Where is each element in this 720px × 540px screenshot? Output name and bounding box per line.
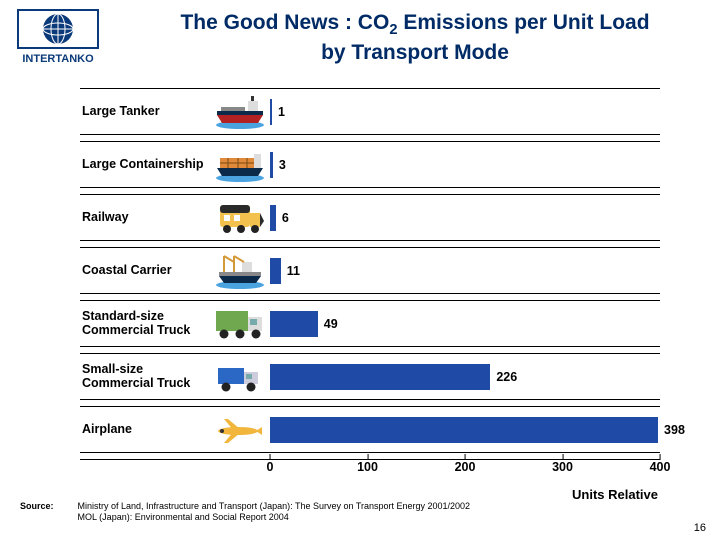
x-axis: 0100200300400 [80, 459, 660, 481]
axis-tick: 400 [650, 460, 671, 474]
bar-value: 6 [282, 211, 289, 225]
coastal-icon [210, 252, 270, 290]
bar [270, 152, 273, 178]
page-title: The Good News : CO2 Emissions per Unit L… [130, 10, 700, 66]
containership-icon [210, 146, 270, 184]
row-label: Coastal Carrier [80, 264, 210, 278]
source-citation: Source: Ministry of Land, Infrastructure… [20, 501, 470, 524]
emissions-chart: Large Tanker 1 Large Containership 3 Rai… [80, 88, 660, 481]
airplane-icon [210, 411, 270, 449]
page-number: 16 [694, 522, 706, 534]
bar [270, 417, 658, 443]
bar-value: 1 [278, 105, 285, 119]
row-label: Airplane [80, 423, 210, 437]
bar-value: 3 [279, 158, 286, 172]
row-label: Large Tanker [80, 105, 210, 119]
bar-value: 226 [496, 370, 517, 384]
x-axis-label: Units Relative [572, 487, 658, 502]
chart-row: Railway 6 [80, 194, 660, 241]
tanker-icon [210, 93, 270, 131]
axis-tick: 300 [552, 460, 573, 474]
bar [270, 364, 490, 390]
bar [270, 99, 272, 125]
bar [270, 258, 281, 284]
chart-row: Large Tanker 1 [80, 88, 660, 135]
bar [270, 311, 318, 337]
bar-value: 11 [287, 264, 300, 278]
truck-large-icon [210, 305, 270, 343]
chart-row: Large Containership 3 [80, 141, 660, 188]
axis-tick: 100 [357, 460, 378, 474]
chart-row: Airplane 398 [80, 406, 660, 453]
chart-row: Standard-sizeCommercial Truck 49 [80, 300, 660, 347]
bar [270, 205, 276, 231]
train-icon [210, 199, 270, 237]
bar-value: 398 [664, 423, 685, 437]
bar-value: 49 [324, 317, 338, 331]
row-label: Railway [80, 211, 210, 225]
row-label: Large Containership [80, 158, 210, 172]
row-label: Small-sizeCommercial Truck [80, 363, 210, 391]
logo-text: INTERTANKO [22, 53, 94, 65]
axis-tick: 0 [267, 460, 274, 474]
logo: INTERTANKO [8, 8, 108, 73]
truck-small-icon [210, 358, 270, 396]
chart-row: Small-sizeCommercial Truck 226 [80, 353, 660, 400]
chart-row: Coastal Carrier 11 [80, 247, 660, 294]
row-label: Standard-sizeCommercial Truck [80, 310, 210, 338]
axis-tick: 200 [455, 460, 476, 474]
